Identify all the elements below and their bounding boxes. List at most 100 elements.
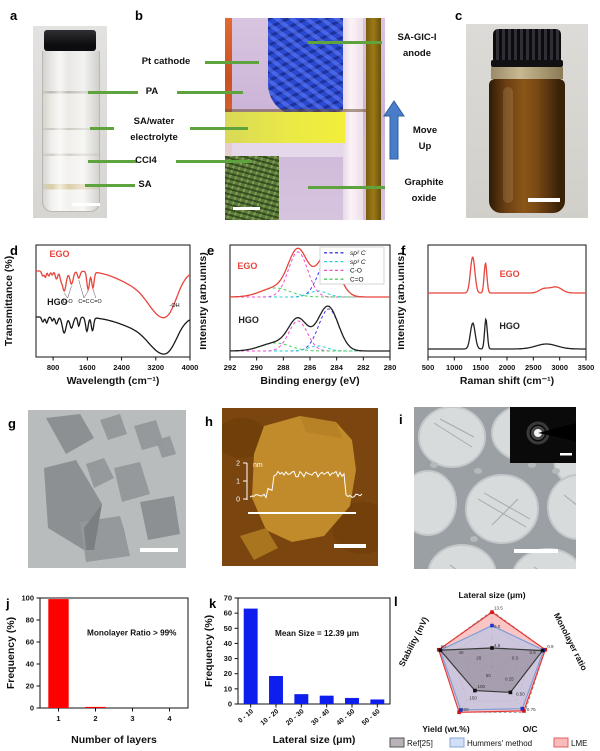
svg-text:0.75: 0.75 bbox=[527, 707, 536, 712]
panel-label-i: i bbox=[399, 412, 403, 427]
vial-cap bbox=[44, 30, 96, 51]
afm-image: 2 1 0 nm bbox=[222, 408, 378, 566]
svg-text:-OH: -OH bbox=[170, 303, 180, 309]
svg-text:0.50: 0.50 bbox=[516, 692, 525, 697]
svg-text:Raman shift (cm⁻¹): Raman shift (cm⁻¹) bbox=[460, 375, 554, 387]
label-line: SA/water bbox=[133, 116, 175, 127]
svg-text:EGO: EGO bbox=[500, 269, 520, 279]
graphite-oxide-crystals bbox=[225, 156, 279, 220]
svg-text:3200: 3200 bbox=[147, 363, 164, 372]
label-line: Up bbox=[418, 141, 432, 153]
svg-text:Intensity (arb.units): Intensity (arb.units) bbox=[398, 252, 407, 349]
svg-text:2000: 2000 bbox=[499, 363, 516, 372]
svg-text:sp² C: sp² C bbox=[350, 250, 366, 257]
panel-label-e: e bbox=[207, 243, 215, 258]
svg-text:Hummers' method: Hummers' method bbox=[467, 739, 532, 748]
pointer-line bbox=[177, 91, 243, 94]
svg-text:150: 150 bbox=[469, 695, 477, 700]
svg-text:60: 60 bbox=[26, 638, 34, 647]
svg-text:0.6: 0.6 bbox=[530, 650, 537, 655]
svg-text:HGO: HGO bbox=[499, 321, 520, 331]
svg-text:800: 800 bbox=[47, 363, 60, 372]
svg-text:sp³ C: sp³ C bbox=[350, 259, 366, 266]
vial-body-layers bbox=[42, 51, 100, 212]
pointer-line bbox=[90, 127, 114, 130]
svg-text:1: 1 bbox=[56, 714, 60, 723]
panel-label-g: g bbox=[8, 416, 16, 431]
svg-text:0.25: 0.25 bbox=[505, 677, 514, 682]
svg-text:100: 100 bbox=[21, 594, 34, 603]
svg-text:Intensity (arb.units): Intensity (arb.units) bbox=[200, 252, 209, 349]
vial-brown-liquid bbox=[489, 79, 565, 213]
pointer-line bbox=[88, 91, 138, 94]
svg-text:40: 40 bbox=[224, 639, 232, 648]
pointer-line bbox=[308, 41, 382, 44]
svg-text:Stability (mV): Stability (mV) bbox=[397, 615, 431, 668]
svg-text:EGO: EGO bbox=[237, 261, 257, 271]
radar-chart: 4.5 9.0 13.5 0.3 0.6 0.9 0.25 0.50 0.75 50 100 150 2… bbox=[389, 590, 590, 748]
svg-text:C-O: C-O bbox=[350, 268, 362, 275]
svg-text:9.0: 9.0 bbox=[494, 624, 501, 629]
panel-label-k: k bbox=[209, 596, 217, 611]
svg-text:20: 20 bbox=[26, 682, 34, 691]
svg-text:10: 10 bbox=[224, 684, 232, 693]
pointer-line bbox=[88, 160, 137, 163]
label-line: oxide bbox=[411, 193, 437, 205]
svg-text:C-O: C-O bbox=[63, 299, 74, 305]
svg-text:30: 30 bbox=[224, 654, 232, 663]
svg-text:Lateral size (μm): Lateral size (μm) bbox=[458, 590, 525, 600]
svg-text:Mean Size = 12.39 μm: Mean Size = 12.39 μm bbox=[275, 629, 359, 638]
svg-text:LME: LME bbox=[571, 739, 587, 748]
svg-text:30 - 40: 30 - 40 bbox=[310, 708, 331, 727]
svg-text:50 - 60: 50 - 60 bbox=[361, 708, 382, 727]
label-graphite-oxide: Graphite oxide bbox=[392, 175, 456, 207]
svg-text:Number of layers: Number of layers bbox=[71, 734, 157, 746]
label-line: electrolyte bbox=[130, 132, 178, 144]
svg-text:2: 2 bbox=[93, 714, 97, 723]
pointer-line bbox=[85, 184, 135, 187]
anode-strip bbox=[366, 18, 381, 220]
svg-text:3: 3 bbox=[130, 714, 134, 723]
svg-text:O/C: O/C bbox=[522, 724, 537, 734]
label-pt-cathode: Pt cathode bbox=[141, 56, 191, 67]
panel-label-l: l bbox=[394, 594, 398, 609]
label-sa-gic-anode: SA-GIC-I anode bbox=[386, 30, 448, 62]
svg-text:20 - 30: 20 - 30 bbox=[285, 708, 306, 727]
panel-a-photo bbox=[33, 26, 107, 218]
svg-text:292: 292 bbox=[224, 363, 237, 372]
panel-label-h: h bbox=[205, 414, 213, 429]
pointer-line bbox=[205, 61, 259, 64]
svg-text:C=O: C=O bbox=[90, 299, 102, 305]
panel-label-f: f bbox=[401, 243, 406, 258]
svg-text:Yield (wt.%): Yield (wt.%) bbox=[422, 724, 470, 734]
svg-text:13.5: 13.5 bbox=[494, 606, 503, 611]
panel-label-c: c bbox=[455, 8, 463, 23]
panel-label-j: j bbox=[6, 596, 10, 611]
panel-label-b: b bbox=[135, 8, 143, 23]
svg-text:nm: nm bbox=[253, 462, 263, 469]
svg-text:4: 4 bbox=[167, 714, 172, 723]
sem-image bbox=[28, 410, 186, 568]
pointer-line bbox=[190, 127, 248, 130]
svg-text:284: 284 bbox=[330, 363, 343, 372]
svg-text:2500: 2500 bbox=[525, 363, 542, 372]
svg-text:HGO: HGO bbox=[47, 297, 68, 307]
ftir-chart: 800 1600 2400 3200 4000 Wavelength (cm⁻¹) Tran… bbox=[3, 244, 198, 387]
svg-text:C=C: C=C bbox=[78, 299, 89, 305]
svg-text:80: 80 bbox=[26, 616, 34, 625]
interface-band bbox=[225, 143, 343, 157]
svg-text:0.3: 0.3 bbox=[512, 656, 519, 661]
vial-cap-base bbox=[491, 60, 563, 67]
svg-text:EGO: EGO bbox=[50, 249, 70, 259]
blue-crystals bbox=[268, 18, 348, 116]
svg-text:2: 2 bbox=[236, 461, 240, 468]
vial-cap bbox=[493, 29, 561, 62]
svg-text:40: 40 bbox=[458, 650, 464, 655]
svg-text:20: 20 bbox=[224, 669, 232, 678]
svg-text:Monolayer ratio: Monolayer ratio bbox=[552, 611, 590, 672]
svg-text:288: 288 bbox=[277, 363, 290, 372]
pointer-line bbox=[176, 160, 252, 163]
white-rod bbox=[343, 18, 363, 220]
svg-text:4.5: 4.5 bbox=[494, 643, 501, 648]
